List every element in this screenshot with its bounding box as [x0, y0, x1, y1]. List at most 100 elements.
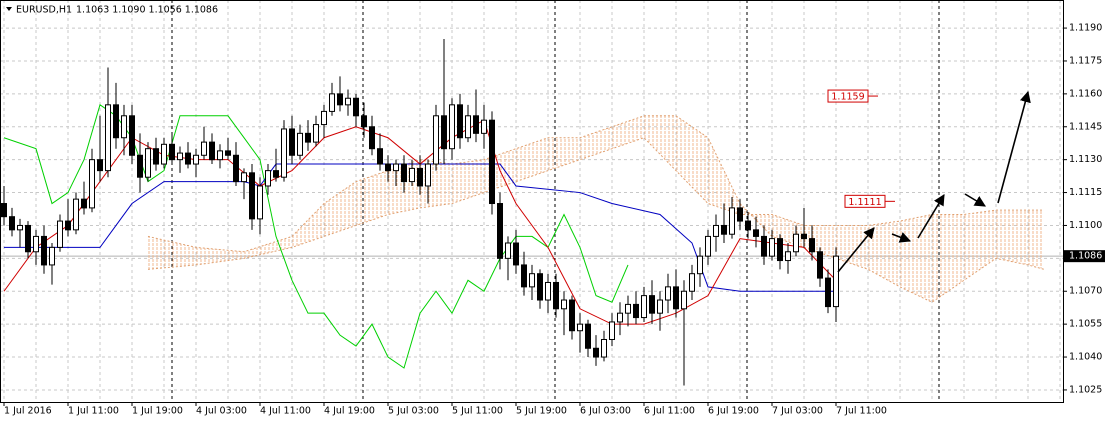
candle-body [170, 144, 175, 159]
candle-body [714, 225, 719, 236]
candle-body [746, 221, 751, 230]
y-tick-label: 1.1160 [1069, 88, 1102, 99]
x-tick-label: 4 Jul 19:00 [324, 406, 375, 417]
x-tick-label: 6 Jul 03:00 [580, 406, 631, 417]
candle-body [722, 225, 727, 234]
candle-body [818, 252, 823, 278]
candle-body [250, 173, 255, 219]
candle-body [562, 300, 567, 309]
candle-body [114, 105, 119, 138]
candle-body [666, 287, 671, 300]
candle-body [754, 230, 759, 237]
x-tick-label: 5 Jul 11:00 [452, 406, 503, 417]
candle-body [770, 239, 775, 257]
candle-body [338, 94, 343, 105]
candle-body [402, 164, 407, 182]
annotation-label: 1.1159 [831, 92, 864, 103]
candle-body [306, 133, 311, 142]
x-tick-label: 4 Jul 03:00 [196, 406, 247, 417]
candle-body [778, 239, 783, 261]
candle-body [674, 287, 679, 309]
last-price-label: 1.1086 [1069, 251, 1102, 262]
candle-body [762, 236, 767, 256]
candle-body [154, 149, 159, 164]
candle-body [82, 199, 87, 208]
y-tick-label: 1.1040 [1069, 352, 1102, 363]
y-tick-label: 1.1190 [1069, 23, 1102, 34]
candle-body [226, 151, 231, 155]
candle-body [106, 105, 111, 171]
candle-body [386, 164, 391, 171]
y-tick-label: 1.1130 [1069, 154, 1102, 165]
candle-body [642, 296, 647, 318]
candle-body [578, 324, 583, 331]
y-tick-label: 1.1100 [1069, 220, 1102, 231]
candle-body [450, 105, 455, 149]
candle-body [58, 221, 63, 247]
candle-body [442, 116, 447, 149]
candle-body [554, 282, 559, 308]
candle-body [490, 120, 495, 203]
candle-body [434, 116, 439, 164]
candle-body [282, 129, 287, 177]
candle-body [546, 282, 551, 300]
candle-body [234, 155, 239, 181]
candle-body [698, 256, 703, 274]
candle-body [650, 296, 655, 314]
y-tick-label: 1.1145 [1069, 121, 1102, 132]
candle-body [482, 120, 487, 133]
candle-body [634, 304, 639, 317]
candle-body [218, 151, 223, 160]
candle-body [706, 236, 711, 256]
candle-body [10, 217, 15, 230]
candle-body [2, 204, 7, 217]
y-tick-label: 1.1070 [1069, 286, 1102, 297]
candle-body [186, 153, 191, 164]
candle-body [530, 274, 535, 287]
candle-body [834, 256, 839, 306]
candle-body [538, 274, 543, 300]
candle-body [66, 221, 71, 230]
candle-body [314, 125, 319, 143]
candle-body [690, 274, 695, 292]
candle-body [266, 171, 271, 186]
candle-body [466, 116, 471, 138]
candle-body [810, 239, 815, 252]
candle-body [378, 149, 383, 164]
candle-body [570, 300, 575, 331]
candle-body [362, 116, 367, 127]
annotation-label: 1.1111 [848, 197, 881, 208]
y-tick-label: 1.1055 [1069, 319, 1102, 330]
candle-body [658, 300, 663, 313]
x-tick-label: 1 Jul 11:00 [68, 406, 119, 417]
candle-body [730, 208, 735, 234]
candle-body [602, 339, 607, 357]
candle-body [26, 225, 31, 251]
candle-body [618, 313, 623, 322]
candle-body [322, 111, 327, 124]
chart-title: EURUSD,H1 [16, 5, 72, 16]
candle-body [210, 142, 215, 160]
candle-body [138, 155, 143, 177]
candle-body [98, 160, 103, 171]
candle-body [242, 173, 247, 182]
y-tick-label: 1.1115 [1069, 187, 1102, 198]
candle-body [42, 236, 47, 265]
y-tick-label: 1.1175 [1069, 55, 1102, 66]
x-tick-label: 1 Jul 2016 [4, 406, 52, 417]
candle-body [802, 234, 807, 238]
candle-body [122, 116, 127, 138]
candle-body [202, 142, 207, 155]
candle-body [474, 116, 479, 134]
candle-body [410, 168, 415, 181]
candle-body [194, 155, 199, 164]
candle-body [34, 236, 39, 251]
candle-body [738, 208, 743, 221]
x-tick-label: 7 Jul 03:00 [772, 406, 823, 417]
x-tick-label: 4 Jul 11:00 [260, 406, 311, 417]
candle-body [18, 225, 23, 229]
x-tick-label: 5 Jul 03:00 [388, 406, 439, 417]
candle-body [594, 348, 599, 357]
candle-body [506, 243, 511, 258]
